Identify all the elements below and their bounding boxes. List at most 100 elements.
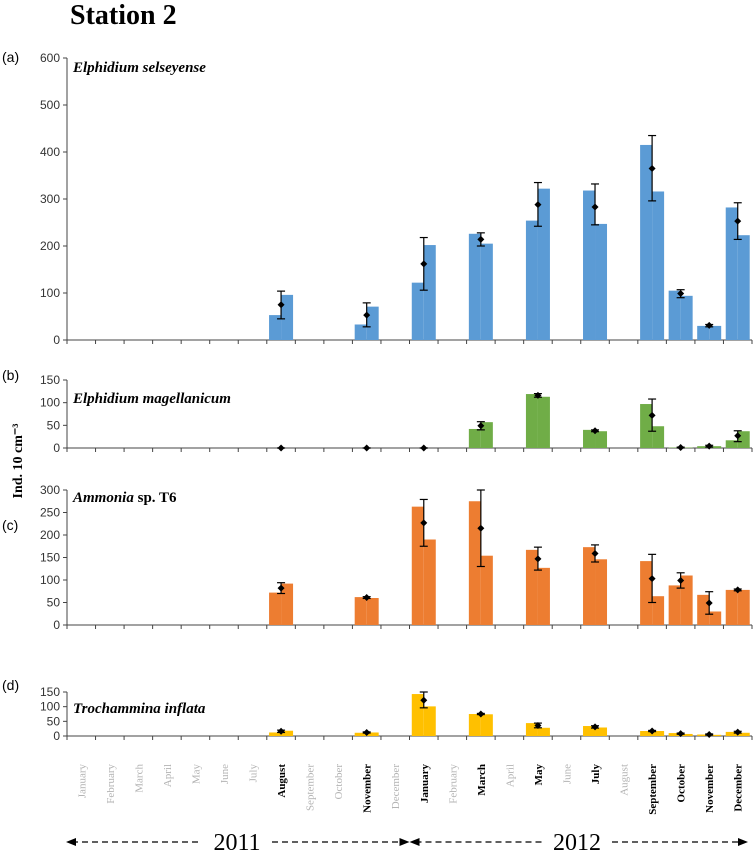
arrow-right-icon (399, 838, 410, 846)
mean-marker (420, 260, 428, 268)
y-tick-label: 150 (40, 373, 60, 387)
chart-panel-c: (c) 0 50 100 150 200 250 300 Ammonia sp. T6 (2, 483, 753, 632)
bar-november-s1 (697, 446, 710, 448)
y-tick-label: 50 (47, 596, 61, 610)
month-label: June (219, 764, 231, 784)
bar-october-s1 (668, 290, 681, 340)
y-tick-label: 0 (53, 441, 60, 455)
bar-november-s2 (366, 598, 379, 625)
bar-march-s1 (468, 501, 481, 625)
bar-march-s2 (480, 422, 493, 448)
mean-marker (477, 524, 485, 532)
species-title: Ammonia sp. T6 (72, 490, 177, 506)
bar-september-s2 (652, 191, 665, 340)
bar-september-s1 (640, 144, 653, 340)
mean-marker (363, 311, 371, 319)
month-label: February (447, 764, 459, 804)
mean-marker (477, 710, 485, 718)
bar-may-s2 (537, 188, 550, 340)
mean-marker (534, 391, 542, 399)
mean-marker (591, 549, 599, 557)
mean-marker (534, 201, 542, 209)
y-tick-label: 300 (40, 483, 60, 497)
bar-january-s1 (411, 282, 424, 340)
month-label: August (619, 764, 631, 796)
mean-marker (734, 217, 742, 225)
year-timeline: 2011 2012 (66, 830, 748, 850)
bar-march-s1 (468, 428, 481, 448)
bar-january-s2 (423, 706, 436, 736)
y-tick-label: 100 (40, 573, 60, 587)
bar-september-s2 (652, 731, 665, 736)
bar-january-s1 (411, 506, 424, 625)
species-title: Elphidium magellanicum (72, 391, 231, 407)
month-label: October (333, 764, 345, 800)
year-label-2012: 2012 (553, 830, 601, 850)
month-label: January (76, 764, 88, 799)
y-tick-label: 100 (40, 396, 60, 410)
month-label: April (504, 764, 516, 787)
mean-marker (420, 519, 428, 527)
bar-may-s1 (525, 723, 538, 736)
mean-marker (734, 728, 742, 736)
panel-label: (a) (2, 49, 19, 65)
bar-september-s1 (640, 561, 653, 625)
mean-marker (420, 444, 428, 452)
panel-label: (c) (2, 517, 18, 533)
mean-marker (277, 444, 285, 452)
mean-marker (477, 235, 485, 243)
bar-may-s1 (525, 549, 538, 625)
bar-march-s1 (468, 714, 481, 736)
month-label: September (647, 764, 659, 815)
bar-january-s2 (423, 245, 436, 340)
species-title: Elphidium selseyense (72, 60, 206, 76)
mean-marker (591, 723, 599, 731)
bar-july-s1 (583, 190, 596, 340)
y-tick-label: 50 (47, 714, 61, 728)
arrow-right-icon (738, 838, 748, 846)
y-tick-label: 200 (40, 528, 60, 542)
month-label: March (476, 764, 488, 796)
y-tick-label: 50 (47, 418, 61, 432)
y-tick-label: 400 (40, 145, 60, 159)
mean-marker (648, 164, 656, 172)
bar-august-s1 (269, 592, 282, 625)
bar-july-s1 (583, 429, 596, 448)
bar-december-s2 (737, 235, 750, 340)
bar-march-s2 (480, 714, 493, 736)
bar-january-s1 (411, 694, 424, 736)
bar-october-s1 (668, 585, 681, 625)
bar-november-s2 (366, 732, 379, 736)
mean-marker (534, 721, 542, 729)
mean-marker (677, 576, 685, 584)
bar-august-s2 (281, 583, 294, 625)
mean-marker (705, 599, 713, 607)
bar-may-s2 (537, 567, 550, 625)
y-tick-label: 0 (53, 618, 60, 632)
month-label: February (105, 764, 117, 804)
month-label: November (704, 764, 716, 813)
bar-july-s1 (583, 726, 596, 736)
y-tick-label: 500 (40, 98, 60, 112)
year-label-2011: 2011 (213, 830, 260, 850)
bar-january-s2 (423, 539, 436, 625)
mean-marker (277, 301, 285, 309)
page-title: Station 2 (70, 0, 177, 31)
chart-panel-b: (b) 0 50 100 150 Elphidium magellanicum (2, 367, 753, 455)
month-label: May (190, 764, 202, 785)
y-tick-label: 250 (40, 506, 60, 520)
chart-panel-a: (a) 0 100 200 300 400 500 600 Elphidium selseyen… (2, 49, 753, 347)
bar-may-s1 (525, 220, 538, 340)
month-label: October (676, 764, 688, 803)
bar-november-s1 (354, 732, 367, 736)
bar-december-s1 (725, 731, 738, 736)
y-tick-label: 100 (40, 700, 60, 714)
bar-december-s1 (725, 589, 738, 625)
y-tick-label: 600 (40, 51, 60, 65)
mean-marker (277, 727, 285, 735)
mean-marker (534, 555, 542, 563)
y-tick-label: 0 (53, 729, 60, 743)
